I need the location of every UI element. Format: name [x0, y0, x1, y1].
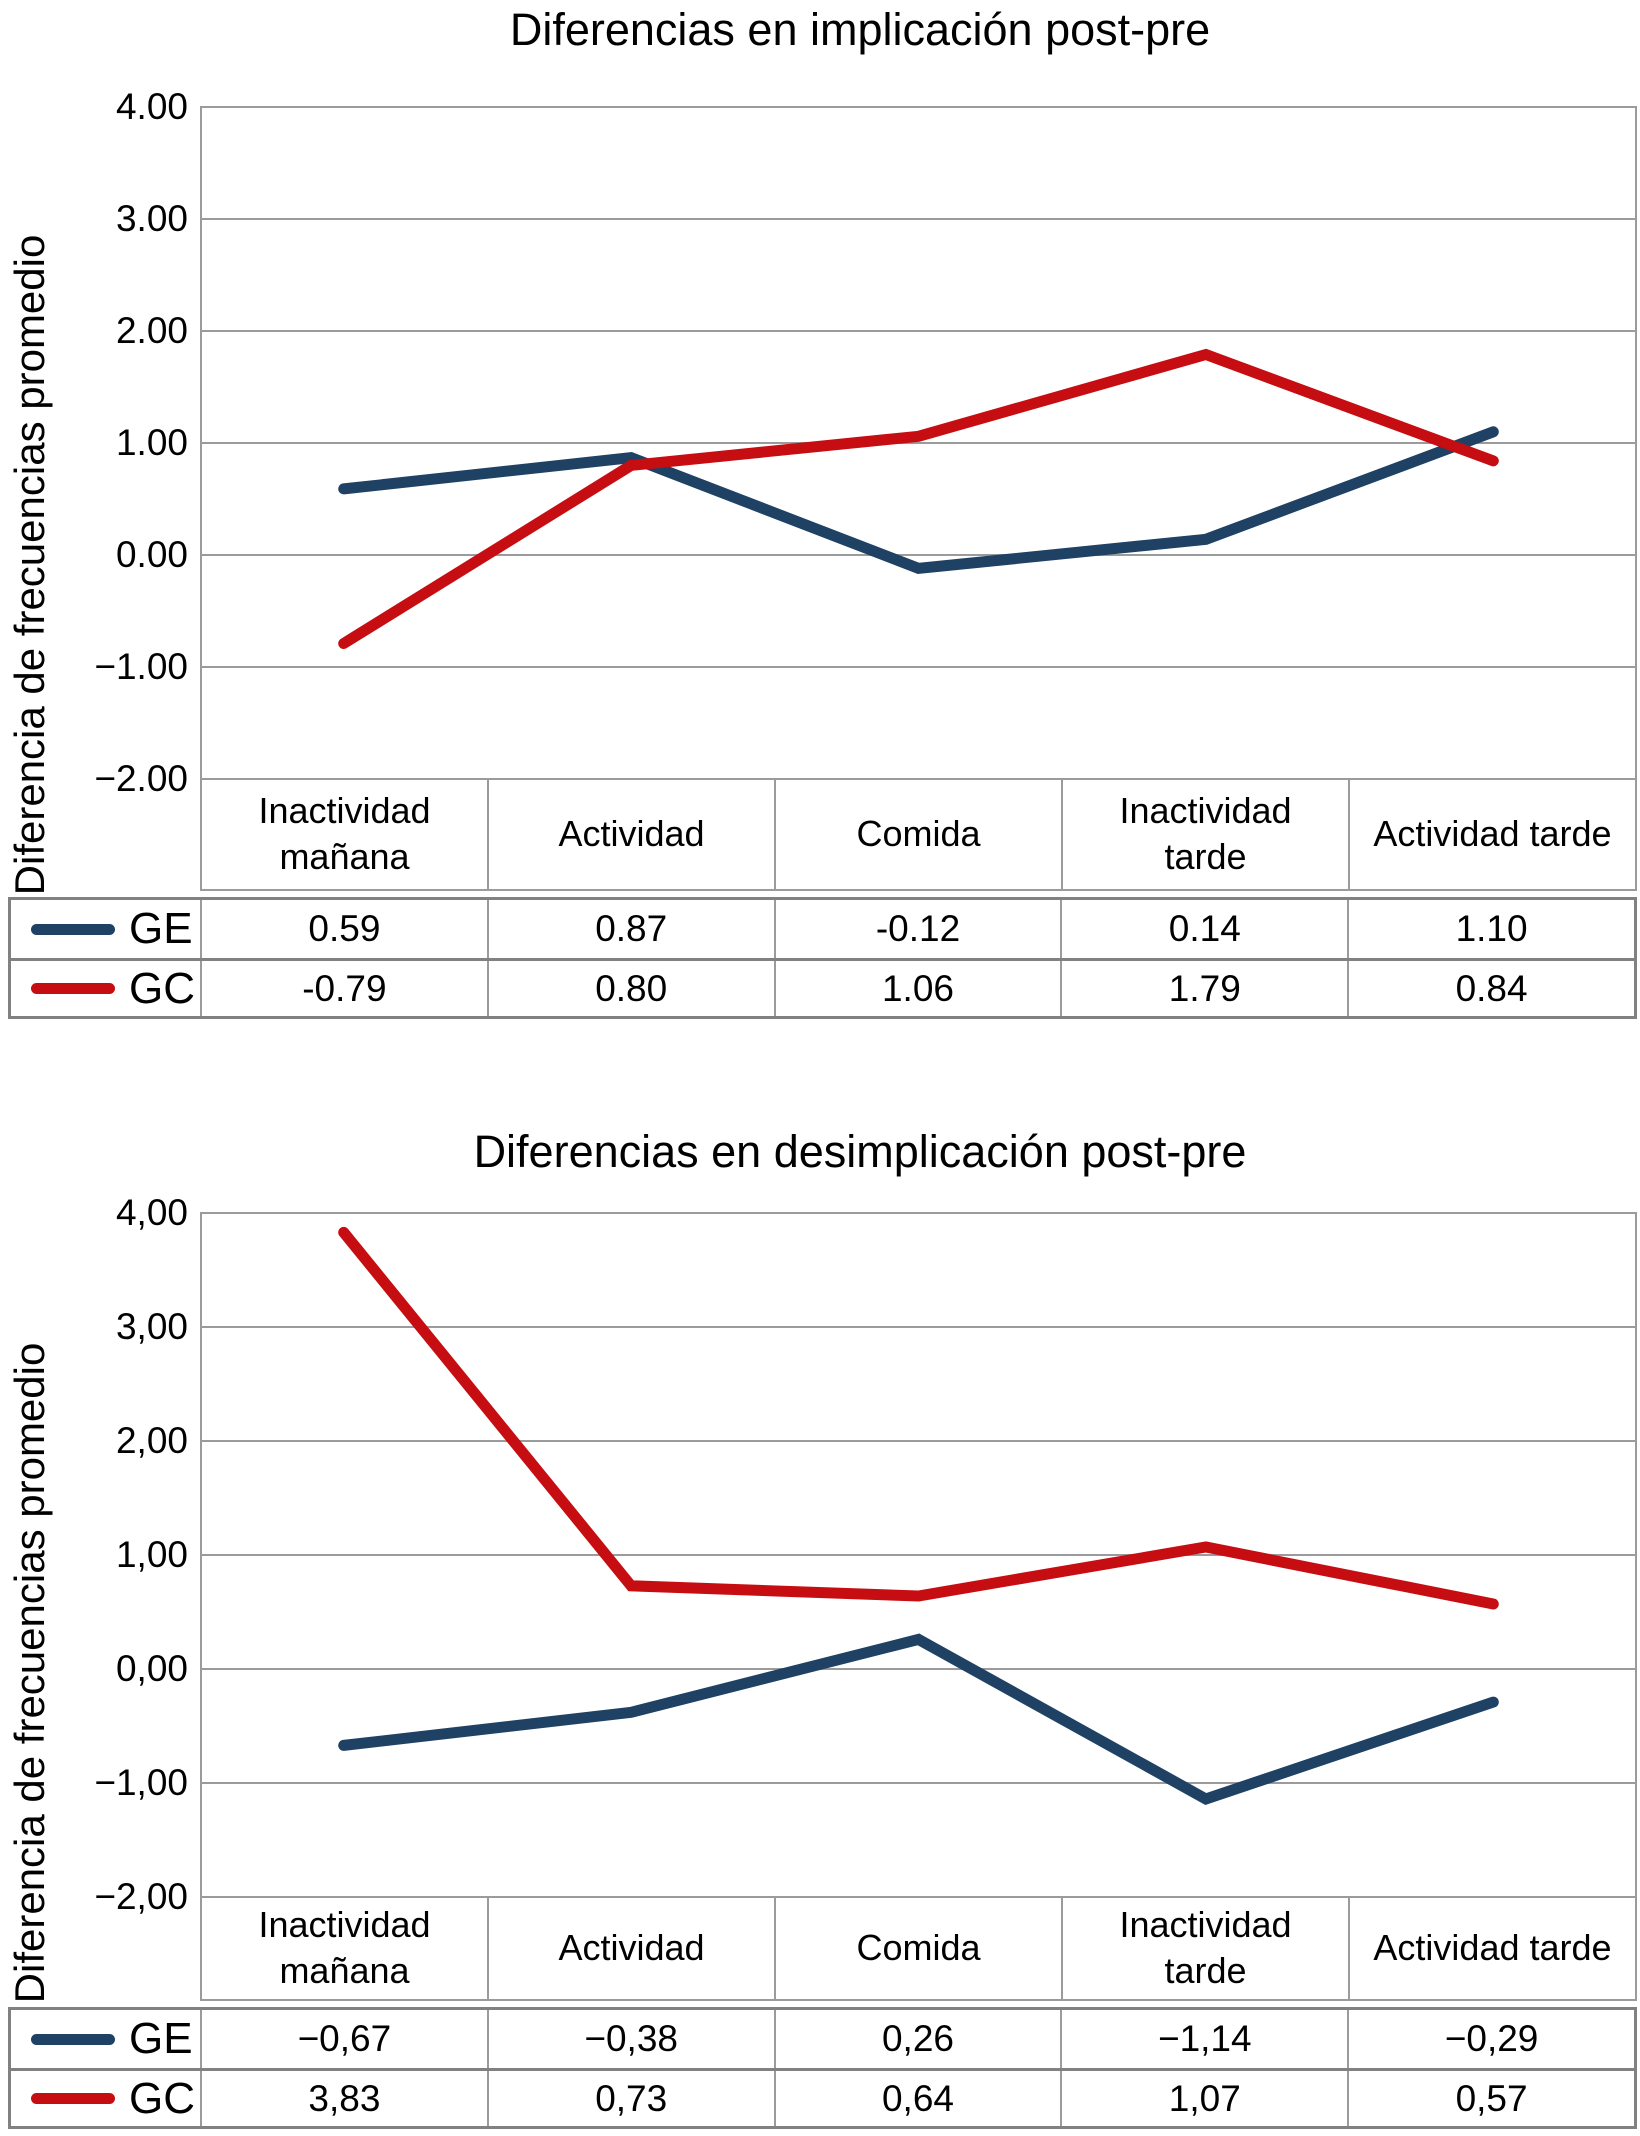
y-tick-label: 0.00 [115, 534, 188, 575]
y-tick-label: 3,00 [115, 1306, 188, 1347]
legend-line-GE-icon [31, 2033, 115, 2045]
value-cell: 0,57 [1347, 2071, 1634, 2126]
value-cell: 1.06 [773, 961, 1061, 1016]
legend-cell-GC: GC [11, 961, 200, 1016]
category-cell: Actividad [487, 779, 774, 889]
value-cell: 1.10 [1347, 900, 1634, 958]
legend-cell-GC: GC [11, 2071, 200, 2126]
value-cell: 0.59 [200, 900, 487, 958]
legend-line-GE-icon [31, 923, 115, 935]
value-cell: 3,83 [200, 2071, 487, 2126]
y-tick-label: 3.00 [115, 198, 188, 239]
y-tick-label: −1.00 [94, 646, 188, 687]
series-name: GE [129, 904, 193, 953]
legend-cell-GE: GE [11, 2010, 200, 2068]
value-cell: 0.80 [486, 961, 774, 1016]
series-name: GC [129, 963, 195, 1013]
legend-line-GC-icon [31, 2093, 115, 2104]
series-name: GE [129, 2014, 193, 2063]
value-cell: −0,38 [486, 2010, 774, 2068]
value-cell: 0.87 [486, 900, 774, 958]
plot-area [200, 106, 1637, 780]
category-header-row: Inactividad mañana Actividad Comida Inactiv… [200, 779, 1637, 891]
chart-title: Diferencias en desimplicación post-pre [473, 1126, 1247, 1177]
series-line-GC [338, 1226, 1499, 1610]
value-cell: 0,73 [486, 2071, 774, 2126]
legend-line-GC-icon [31, 983, 115, 994]
legend-cell-GE: GE [11, 900, 200, 958]
value-cell: 0,26 [773, 2010, 1061, 2068]
category-cell: Actividad [487, 1897, 774, 1999]
value-cell: −1,14 [1060, 2010, 1347, 2068]
table-row-GE: GE 0.59 0.87 -0.12 0.14 1.10 [11, 900, 1634, 958]
y-tick-label: 2,00 [115, 1420, 188, 1461]
y-tick-label: 4.00 [115, 86, 188, 127]
y-tick-label: 1.00 [115, 422, 188, 463]
value-cell: 0.14 [1060, 900, 1347, 958]
data-table: GE −0,67 −0,38 0,26 −1,14 −0,29 GC 3,83 0,73 0,64… [8, 2007, 1637, 2129]
category-cell: Inactividad mañana [258, 1904, 431, 1991]
y-tick-label: −2,00 [94, 1876, 188, 1917]
table-row-GC: GC -0.79 0.80 1.06 1.79 0.84 [11, 958, 1634, 1016]
value-cell: −0,67 [200, 2010, 487, 2068]
value-cell: 1,07 [1060, 2071, 1347, 2126]
category-cell: Comida [774, 779, 1061, 889]
value-cell: 0,64 [773, 2071, 1061, 2126]
series-name: GC [129, 2073, 195, 2123]
y-tick-label: 0,00 [115, 1648, 188, 1689]
category-cell: Inactividad tarde [1061, 1897, 1348, 1999]
y-tick-label: −2.00 [94, 758, 188, 799]
y-tick-label: 4,00 [115, 1192, 188, 1233]
value-cell: 0.84 [1347, 961, 1634, 1016]
category-cell: Actividad tarde [1348, 779, 1635, 889]
series-line-GE [338, 426, 1499, 575]
value-cell: -0.12 [773, 900, 1061, 958]
category-cell: Inactividad tarde [1061, 779, 1348, 889]
chart-title: Diferencias en implicación post-pre [509, 4, 1211, 55]
data-table: GE 0.59 0.87 -0.12 0.14 1.10 GC -0.79 0.80 1.06 1.… [8, 897, 1637, 1019]
value-cell: -0.79 [200, 961, 487, 1016]
plot-area [200, 1212, 1637, 1898]
y-tick-label: 1,00 [115, 1534, 188, 1575]
y-tick-label: 2.00 [115, 310, 188, 351]
table-row-GE: GE −0,67 −0,38 0,26 −1,14 −0,29 [11, 2010, 1634, 2068]
category-cell: Inactividad mañana [258, 790, 431, 877]
y-tick-label: −1,00 [94, 1762, 188, 1803]
category-cell: Comida [774, 1897, 1061, 1999]
category-cell: Actividad tarde [1348, 1897, 1635, 1999]
category-header-row: Inactividad mañana Actividad Comida Inactiv… [200, 1897, 1637, 2001]
value-cell: −0,29 [1347, 2010, 1634, 2068]
table-row-GC: GC 3,83 0,73 0,64 1,07 0,57 [11, 2068, 1634, 2126]
value-cell: 1.79 [1060, 961, 1347, 1016]
series-line-GC [338, 348, 1499, 649]
series-line-GE [338, 1633, 1499, 1805]
